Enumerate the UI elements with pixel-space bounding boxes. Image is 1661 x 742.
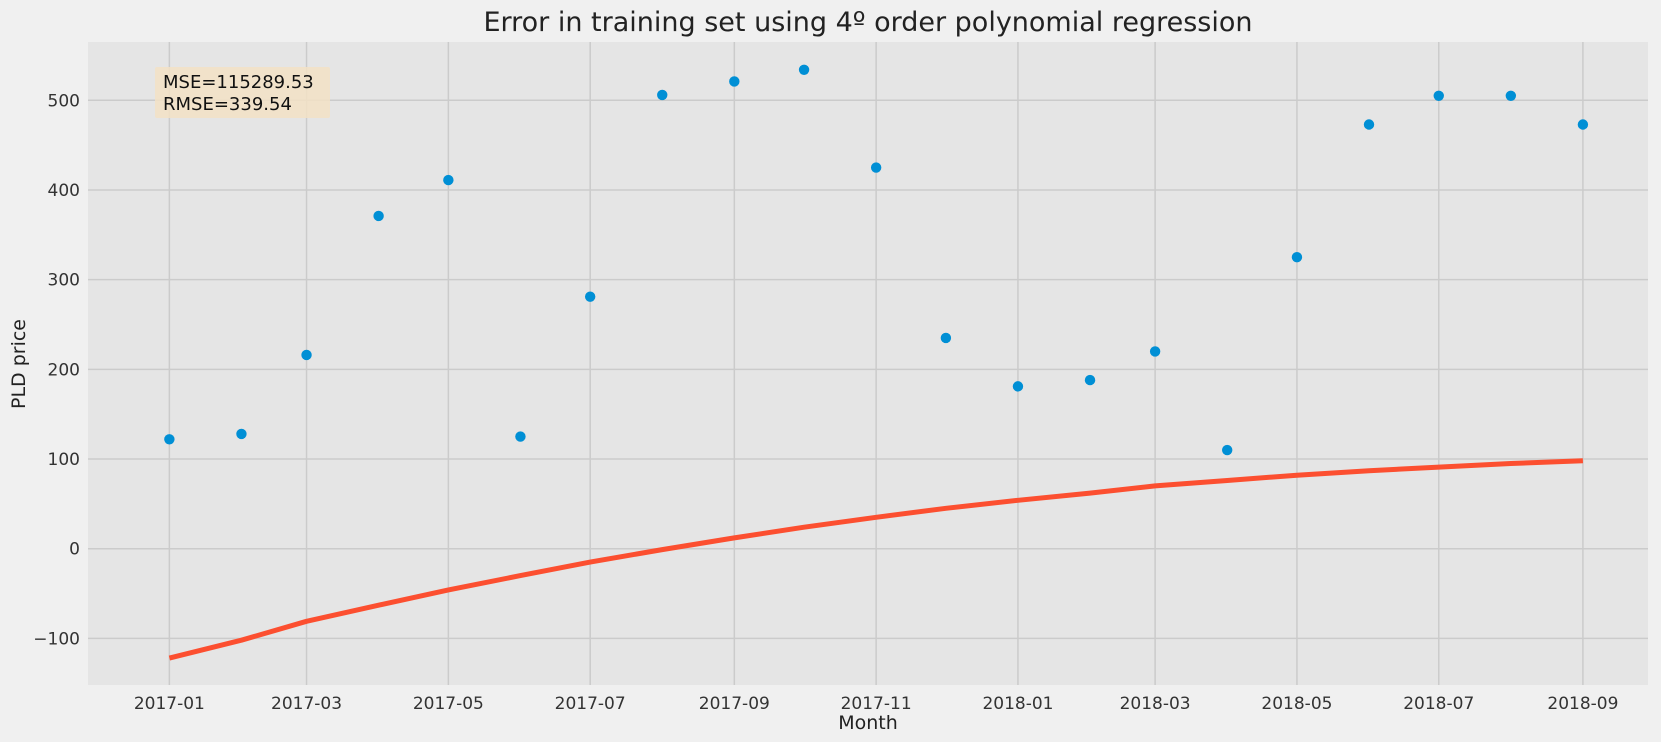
data-point	[164, 434, 175, 445]
y-tick-label: 100	[48, 450, 80, 470]
data-point	[515, 431, 526, 442]
x-tick-label: 2018-01	[982, 694, 1053, 714]
x-tick-label: 2017-09	[699, 694, 770, 714]
annotation-background	[155, 67, 330, 118]
data-point	[1505, 90, 1517, 102]
fit-line	[168, 458, 1583, 661]
x-tick-label: 2017-11	[841, 694, 912, 714]
data-point	[236, 428, 247, 440]
data-point	[1363, 119, 1375, 130]
y-ticks: −100 0 100 200 300 400 500	[33, 91, 80, 649]
data-point	[373, 210, 384, 222]
data-point	[1221, 444, 1233, 456]
y-tick-label: 300	[48, 271, 80, 291]
data-point	[1084, 374, 1096, 386]
data-point	[798, 64, 810, 76]
annotation-mse: MSE=115289.53	[163, 72, 314, 93]
data-point	[940, 332, 952, 344]
data-point	[1433, 90, 1444, 102]
data-point	[870, 162, 882, 173]
x-ticks: 2017-01 2017-03 2017-05 2017-07 2017-09 2017-…	[134, 694, 1619, 714]
x-tick-label: 2017-03	[271, 694, 342, 714]
grid	[88, 42, 1648, 685]
chart-title: Error in training set using 4º order pol…	[483, 7, 1252, 38]
y-tick-label: 400	[48, 181, 80, 201]
y-tick-label: 500	[48, 91, 80, 111]
data-point	[584, 291, 596, 302]
data-point	[657, 89, 668, 101]
points-layer	[164, 64, 1589, 456]
x-tick-label: 2017-05	[413, 694, 484, 714]
x-tick-label: 2018-09	[1547, 694, 1618, 714]
x-tick-label: 2018-05	[1261, 694, 1332, 714]
data-point	[1291, 252, 1303, 263]
data-point	[1012, 381, 1024, 392]
data-point	[443, 174, 454, 186]
fit-line-layer	[168, 458, 1583, 661]
annotation-rmse: RMSE=339.54	[163, 94, 292, 115]
x-tick-label: 2017-01	[134, 694, 205, 714]
data-point	[301, 349, 312, 361]
data-point	[1577, 119, 1589, 130]
x-axis-label: Month	[838, 712, 898, 734]
x-tick-label: 2018-07	[1403, 694, 1474, 714]
data-point	[729, 76, 740, 87]
y-tick-label: −100	[33, 629, 80, 649]
plot-area	[88, 42, 1648, 685]
y-tick-label: 0	[69, 540, 80, 560]
y-tick-label: 200	[48, 360, 80, 380]
y-axis-label: PLD price	[8, 319, 30, 409]
x-tick-label: 2017-07	[555, 694, 626, 714]
annotation-box: MSE=115289.53 RMSE=339.54	[155, 67, 330, 118]
x-tick-label: 2018-03	[1120, 694, 1191, 714]
data-point	[1149, 346, 1161, 357]
